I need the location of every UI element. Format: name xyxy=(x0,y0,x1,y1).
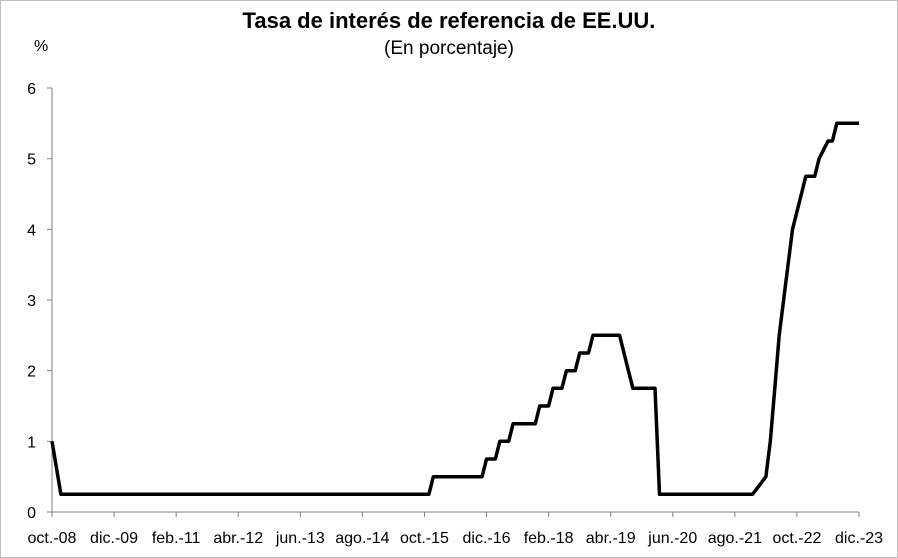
y-axis-unit: % xyxy=(34,38,49,55)
y-tick-label: 2 xyxy=(27,364,36,381)
x-tick-label: jun.-20 xyxy=(647,530,697,547)
x-tick-label: ago.-14 xyxy=(335,530,389,547)
y-tick-label: 0 xyxy=(27,505,36,522)
x-tick-label: feb.-11 xyxy=(152,530,201,547)
x-tick-label: jun.-13 xyxy=(275,530,325,547)
x-tick-label: oct.-08 xyxy=(28,530,77,547)
chart-title: Tasa de interés de referencia de EE.UU. xyxy=(242,8,656,33)
chart-subtitle: (En porcentaje) xyxy=(384,38,514,59)
x-tick-label: dic.-09 xyxy=(90,530,138,547)
y-axis-ticks: 0 1 2 3 4 5 6 xyxy=(27,81,52,522)
y-tick-label: 1 xyxy=(27,434,36,451)
axes xyxy=(51,88,859,513)
series-group xyxy=(50,121,859,497)
x-tick-label: abr.-19 xyxy=(586,530,636,547)
y-tick-label: 3 xyxy=(27,293,36,310)
x-tick-label: feb.-18 xyxy=(524,530,574,547)
y-tick-label: 5 xyxy=(27,152,36,169)
y-tick-label: 6 xyxy=(27,81,36,98)
x-tick-label: abr.-12 xyxy=(213,530,263,547)
x-axis-ticks: oct.-08 dic.-09 feb.-11 abr.-12 jun.-13 ago.-… xyxy=(28,512,883,547)
x-tick-label: oct.-22 xyxy=(772,530,821,547)
y-tick-label: 4 xyxy=(27,222,36,239)
x-tick-label: dic.-16 xyxy=(463,530,511,547)
x-tick-label: dic.-23 xyxy=(835,530,883,547)
series-line xyxy=(50,121,859,497)
x-tick-label: ago.-21 xyxy=(708,530,762,547)
x-tick-label: oct.-15 xyxy=(400,530,449,547)
